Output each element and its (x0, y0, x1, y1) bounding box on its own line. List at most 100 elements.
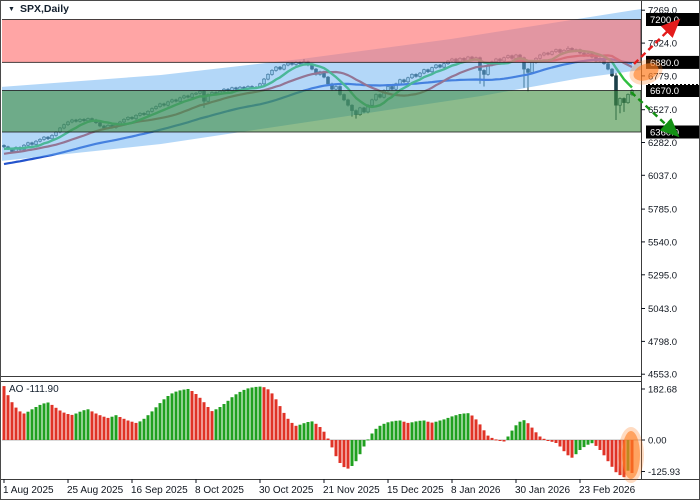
ao-bar-down (402, 421, 406, 440)
date-label: 21 Nov 2025 (323, 485, 380, 496)
level-price-badge (646, 55, 699, 69)
date-label: 16 Sep 2025 (131, 485, 188, 496)
ao-bar-up (422, 420, 426, 440)
ao-bar-down (266, 389, 270, 440)
ao-bar-down (530, 427, 534, 440)
price-tick-label: 7269.0 (648, 6, 677, 17)
ao-bar-down (566, 440, 570, 456)
ao-bar-up (438, 420, 442, 440)
annotations (618, 18, 681, 483)
ao-bar-up (574, 440, 578, 455)
ao-bar-down (550, 440, 554, 442)
ao-bar-up (450, 416, 454, 440)
ao-bar-down (194, 394, 198, 440)
ao-bar-up (38, 404, 42, 440)
ao-bar-down (106, 417, 110, 440)
ao-bar-up (78, 411, 82, 440)
ao-bar-down (202, 402, 206, 440)
ao-bar-down (282, 412, 286, 440)
ao-bar-down (562, 440, 566, 452)
ao-bar-down (206, 407, 210, 440)
ao-bar-up (138, 421, 142, 440)
ao-bar-down (14, 407, 18, 440)
bearish-scenario-arrow (630, 91, 680, 138)
ao-bar-down (122, 418, 126, 440)
ao-bar-up (358, 440, 362, 455)
ao-bar-up (442, 419, 446, 440)
ao-bar-up (394, 420, 398, 440)
ao-bar-down (94, 413, 98, 440)
support-zone (2, 90, 641, 133)
ao-bar-down (198, 397, 202, 440)
ao-bar-down (62, 412, 66, 440)
ao-bar-down (286, 418, 290, 440)
ao-bar-up (42, 403, 46, 440)
ao-bar-down (58, 410, 62, 440)
ao-bar-up (222, 404, 226, 440)
ao-bar-up (30, 409, 34, 440)
ao-bar-up (302, 423, 306, 440)
ao-bar-down (18, 411, 22, 440)
ao-bar-up (226, 400, 230, 440)
ao-bar-down (130, 421, 134, 440)
symbol-title: SPX,Daily (19, 3, 69, 15)
ao-bar-up (298, 424, 302, 440)
resistance-zone (2, 19, 641, 63)
ao-bar-down (22, 413, 26, 440)
ao-bar-down (342, 440, 346, 468)
ao-bar-down (614, 440, 618, 473)
ao-bar-up (234, 394, 238, 440)
ao-bar-down (406, 422, 410, 440)
ao-bar-up (110, 416, 114, 440)
ao-bar-down (54, 407, 58, 440)
ao-bar-up (390, 421, 394, 440)
price-tick-label: 6282.0 (648, 138, 677, 149)
ao-bar-up (214, 409, 218, 440)
ao-bar-down (278, 406, 282, 440)
date-label: 8 Jan 2026 (451, 485, 501, 496)
ao-bar-down (426, 421, 430, 440)
price-tick-label: 5785.0 (648, 205, 677, 216)
ao-bar-down (118, 417, 122, 440)
price-highlight-ellipse (633, 63, 659, 81)
level-badge-label: 6880.0 (650, 58, 679, 69)
ao-bar-down (338, 440, 342, 463)
ao-bar-up (246, 388, 250, 440)
ao-bar-up (362, 440, 366, 447)
ao-bar-up (238, 391, 242, 440)
ao-bar-down (262, 387, 266, 440)
main-plot[interactable] (1, 9, 641, 166)
ao-bar-up (582, 440, 586, 448)
ao-bar-up (146, 415, 150, 440)
ao-bar-down (538, 436, 542, 440)
ao-bar-up (578, 440, 582, 450)
ao-bar-up (350, 440, 354, 466)
price-tick-label: 6779.0 (648, 71, 677, 82)
price-tick-label: 4798.0 (648, 337, 677, 348)
ao-bar-down (314, 423, 318, 440)
ao-bar-up (366, 439, 370, 441)
ao-bar-down (274, 399, 278, 440)
price-tick-label: 5295.0 (648, 270, 677, 281)
ao-bar-up (310, 421, 314, 440)
ao-bar-up (162, 399, 166, 440)
date-label: 1 Aug 2025 (3, 485, 54, 496)
symbol-title-row[interactable]: ▼ SPX,Daily (8, 3, 69, 15)
ao-bar-down (598, 440, 602, 450)
ao-bar-up (254, 386, 258, 440)
ao-tick-label: 0.00 (648, 436, 667, 447)
ao-bar-down (294, 425, 298, 440)
ao-bar-up (178, 390, 182, 440)
ao-bar-up (454, 415, 458, 440)
ao-bar-up (590, 440, 594, 444)
ao-panel[interactable] (2, 386, 641, 478)
ao-bar-up (166, 396, 170, 440)
ao-bar-up (174, 391, 178, 440)
ao-bar-up (506, 436, 510, 440)
symbol-dropdown-icon[interactable]: ▼ (8, 5, 15, 13)
ao-bar-down (326, 438, 330, 440)
price-tick-label: 7024.0 (648, 39, 677, 50)
date-axis[interactable]: 1 Aug 2025 25 Aug 2025 16 Sep 2025 8 Oct 20… (3, 479, 636, 496)
ao-bar-down (290, 422, 294, 440)
